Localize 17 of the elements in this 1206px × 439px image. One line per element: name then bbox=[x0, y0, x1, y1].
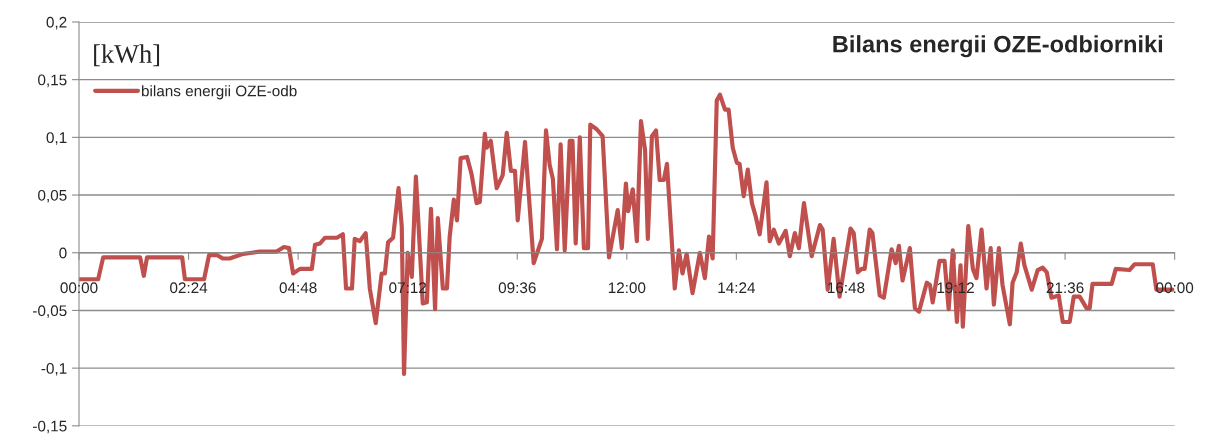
y-tick-label: 0,1 bbox=[46, 132, 67, 145]
y-tick-label: -0,05 bbox=[33, 305, 67, 318]
y-axis-title: [kWh] bbox=[94, 44, 160, 67]
y-tick-label: -0,1 bbox=[41, 363, 67, 376]
x-tick-label: 04:48 bbox=[279, 282, 317, 294]
x-tick-label: 09:36 bbox=[498, 282, 536, 294]
y-tick-label: 0,05 bbox=[38, 189, 67, 203]
y-tick-label: 0,15 bbox=[38, 74, 67, 88]
y-tick-label: -0,15 bbox=[33, 420, 67, 434]
x-tick-label: 00:00 bbox=[60, 282, 98, 294]
y-tick-label: 0,2 bbox=[46, 16, 67, 30]
y-tick-label: 0 bbox=[59, 247, 67, 259]
legend-label: bilans energii OZE-odb bbox=[141, 85, 297, 100]
x-tick-label: 12:00 bbox=[608, 282, 646, 294]
text: Bilans energii OZE-odbiorniki bbox=[833, 35, 1163, 58]
x-tick-label: 02:24 bbox=[170, 282, 208, 294]
x-tick-label: 14:24 bbox=[718, 282, 756, 293]
